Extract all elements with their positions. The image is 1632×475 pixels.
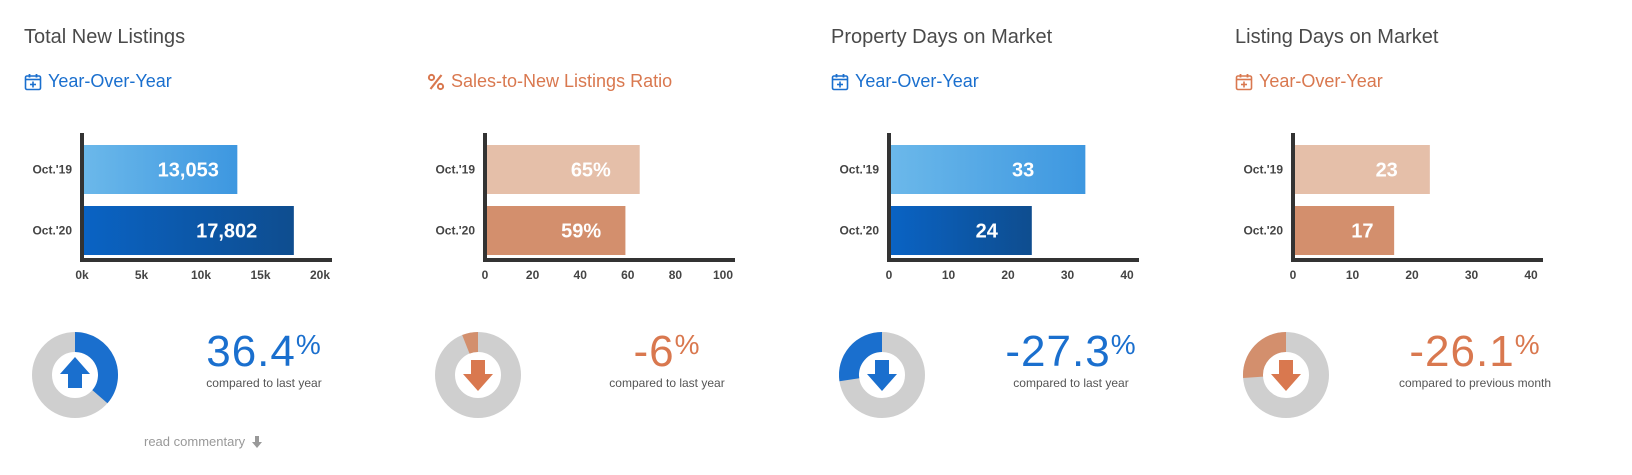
x-tick-label: 30 — [1465, 268, 1479, 282]
x-tick-label: 20 — [1001, 268, 1015, 282]
bar-value-label: 23 — [1376, 160, 1398, 182]
x-tick-label: 20 — [1405, 268, 1419, 282]
subtitle-label: Sales-to-New Listings Ratio — [451, 71, 673, 91]
donut-value-arc — [839, 332, 883, 382]
bar-value-label: 59% — [561, 221, 601, 243]
x-tick-label: 40 — [1120, 268, 1134, 282]
percent-icon — [427, 73, 445, 91]
x-tick-label: 10 — [942, 268, 956, 282]
subtitle: Year-Over-Year — [831, 71, 979, 92]
bar-value-label: 17,802 — [196, 221, 257, 243]
x-tick-label: 0k — [75, 268, 89, 282]
panel-property-days-on-market: Property Days on Market Year-Over-Year O… — [831, 0, 1231, 475]
kpi-caption: compared to previous month — [1398, 376, 1552, 390]
category-label: Oct.'19 — [839, 163, 879, 177]
bar-chart: Oct.'19 23 Oct.'20 17 0 10 20 30 40 — [1243, 133, 1543, 282]
x-tick-label: 0 — [1290, 268, 1297, 282]
x-tick-label: 20k — [310, 268, 330, 282]
subtitle-label: Year-Over-Year — [855, 71, 979, 91]
arrow-down-icon — [1271, 360, 1301, 391]
kpi-caption: compared to last year — [1013, 376, 1129, 390]
bar-value-label: 24 — [976, 221, 999, 243]
category-label: Oct.'20 — [435, 224, 475, 238]
subtitle: Year-Over-Year — [1235, 71, 1383, 92]
arrow-down-icon — [252, 435, 263, 448]
donut-gauge — [839, 332, 925, 418]
subtitle-label: Year-Over-Year — [48, 71, 172, 91]
x-tick-label: 40 — [1524, 268, 1538, 282]
calendar-icon — [24, 73, 42, 91]
panel-sales-to-new-listings: Sales-to-New Listings Ratio Oct.'19 65% Oc… — [427, 0, 827, 475]
kpi: 36.4% compared to last year — [164, 327, 364, 391]
donut-gauge — [1243, 332, 1329, 418]
arrow-down-icon — [463, 360, 493, 391]
x-tick-label: 40 — [574, 268, 588, 282]
bar-oct20 — [487, 206, 626, 255]
kpi-unit: % — [295, 329, 322, 360]
bar-oct20 — [84, 206, 294, 255]
kpi-value: -27.3% — [1005, 327, 1137, 376]
x-tick-label: 20 — [526, 268, 540, 282]
bar-chart: Oct.'19 13,053 Oct.'20 17,802 0k 5k 10k 15k 20k — [32, 133, 332, 282]
subtitle: Year-Over-Year — [24, 71, 172, 92]
donut-value-arc — [1243, 332, 1287, 378]
bar-oct19 — [1295, 145, 1430, 194]
bar-value-label: 13,053 — [158, 160, 219, 182]
panel-title: Total New Listings — [24, 26, 186, 48]
x-tick-label: 30 — [1061, 268, 1075, 282]
category-label: Oct.'19 — [435, 163, 475, 177]
x-tick-label: 10k — [191, 268, 211, 282]
panel-listing-days-on-market: Listing Days on Market Year-Over-Year Oc… — [1235, 0, 1632, 475]
x-tick-label: 15k — [250, 268, 270, 282]
panel-title: Listing Days on Market — [1235, 26, 1439, 48]
x-tick-label: 0 — [482, 268, 489, 282]
calendar-icon — [1235, 73, 1253, 91]
donut-value-arc — [74, 332, 118, 404]
panel-total-new-listings: Total New Listings Year-Over-Year Oct.'1… — [24, 0, 424, 475]
bar-oct19 — [487, 145, 640, 194]
donut-gauge — [32, 332, 118, 418]
bar-chart: Oct.'19 33 Oct.'20 24 0 10 20 30 40 — [839, 133, 1139, 282]
arrow-up-icon — [60, 357, 90, 388]
donut-value-arc — [462, 332, 479, 354]
category-label: Oct.'20 — [32, 224, 72, 238]
kpi-value: 36.4% — [206, 327, 322, 376]
read-commentary-link[interactable]: read commentary — [144, 434, 263, 449]
bar-value-label: 17 — [1351, 221, 1373, 243]
kpi-unit: % — [1110, 329, 1137, 360]
calendar-icon — [831, 73, 849, 91]
subtitle: Sales-to-New Listings Ratio — [427, 71, 672, 92]
x-tick-label: 100 — [713, 268, 733, 282]
bar-value-label: 33 — [1012, 160, 1034, 182]
x-tick-label: 5k — [135, 268, 149, 282]
bar-value-label: 65% — [571, 160, 611, 182]
bar-chart: Oct.'19 65% Oct.'20 59% 0 20 40 60 80 100 — [435, 133, 735, 282]
bar-oct19 — [891, 145, 1086, 194]
kpi-unit: % — [1514, 329, 1541, 360]
x-tick-label: 10 — [1346, 268, 1360, 282]
bar-oct20 — [1295, 206, 1395, 255]
kpi: -27.3% compared to last year — [971, 327, 1171, 391]
category-label: Oct.'19 — [1243, 163, 1283, 177]
kpi-value: -6% — [633, 327, 701, 376]
kpi-caption: compared to last year — [609, 376, 725, 390]
read-commentary-label: read commentary — [144, 434, 246, 449]
kpi-caption: compared to last year — [206, 376, 322, 390]
bar-oct20 — [891, 206, 1032, 255]
x-tick-label: 0 — [886, 268, 893, 282]
bar-oct19 — [84, 145, 238, 194]
donut-gauge — [435, 332, 521, 418]
kpi: -26.1% compared to previous month — [1375, 327, 1575, 391]
panel-title: Property Days on Market — [831, 26, 1053, 48]
arrow-down-icon — [867, 360, 897, 391]
kpi-unit: % — [674, 329, 701, 360]
category-label: Oct.'20 — [1243, 224, 1283, 238]
kpi: -6% compared to last year — [567, 327, 767, 391]
kpi-value: -26.1% — [1409, 327, 1541, 376]
subtitle-label: Year-Over-Year — [1259, 71, 1383, 91]
category-label: Oct.'20 — [839, 224, 879, 238]
x-tick-label: 80 — [669, 268, 683, 282]
category-label: Oct.'19 — [32, 163, 72, 177]
x-tick-label: 60 — [621, 268, 635, 282]
